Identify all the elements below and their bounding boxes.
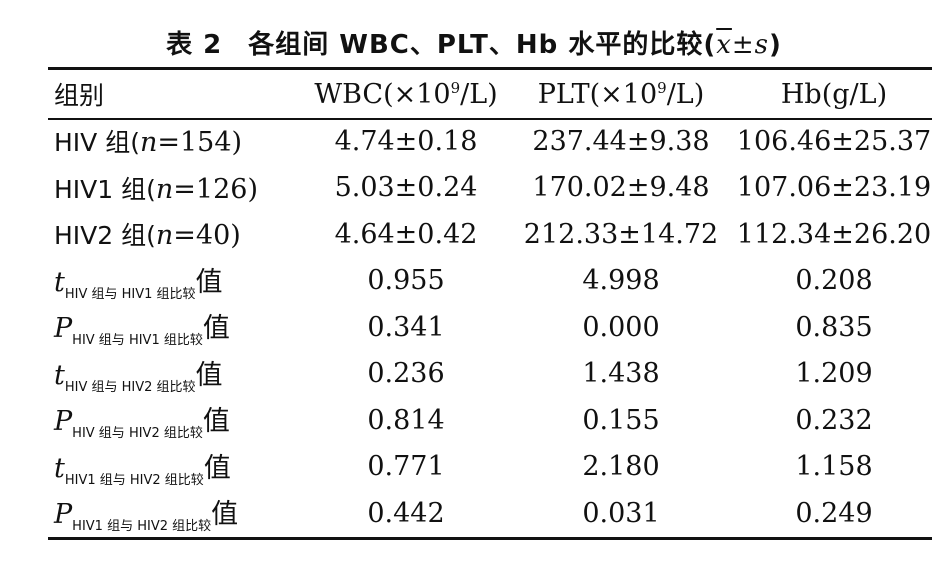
table-row: PHIV 组与 HIV1 组比较值 0.341 0.000 0.835 xyxy=(48,304,932,351)
hb-cell: 107.06±23.19 xyxy=(736,172,932,204)
wbc-cell: 0.442 xyxy=(367,497,445,529)
stat-symbol: P xyxy=(54,499,73,531)
plt-cell: 0.155 xyxy=(582,404,660,436)
stat-label-cell: tHIV 组与 HIV1 组比较值 xyxy=(48,258,306,305)
stat-symbol: P xyxy=(54,313,73,345)
header-wbc-label: WBC(×10 xyxy=(314,78,451,110)
wbc-cell: 0.341 xyxy=(367,311,445,343)
table-row: HIV 组(n=154) 4.74±0.18 237.44±9.38 106.46±2… xyxy=(48,118,932,165)
caption-close: ) xyxy=(769,30,782,60)
plt-cell: 237.44±9.38 xyxy=(532,125,710,157)
header-hb: Hb(g/L) xyxy=(780,78,888,110)
stat-subscript: HIV1 组与 HIV2 组比较 xyxy=(72,519,212,535)
wbc-cell: 0.814 xyxy=(367,404,445,436)
header-wbc-exponent: 9 xyxy=(450,78,461,97)
stat-suffix: 值 xyxy=(195,359,223,391)
sample-size-value: =126) xyxy=(173,173,258,205)
stat-symbol: t xyxy=(54,452,65,484)
plt-cell: 2.180 xyxy=(582,451,660,483)
group-name: HIV2 组( xyxy=(54,221,156,251)
stat-suffix: 值 xyxy=(211,499,239,531)
stat-symbol: t xyxy=(54,359,65,391)
plt-cell: 4.998 xyxy=(582,265,660,297)
table-row: HIV2 组(n=40) 4.64±0.42 212.33±14.72 112.34±… xyxy=(48,211,932,258)
stat-label-cell: tHIV1 组与 HIV2 组比较值 xyxy=(48,444,306,491)
stat-symbol: t xyxy=(54,266,65,298)
stat-subscript: HIV 组与 HIV2 组比较 xyxy=(72,426,203,442)
header-plt-exponent: 9 xyxy=(657,78,667,97)
wbc-cell: 0.771 xyxy=(367,451,445,483)
sample-size-symbol: n xyxy=(139,127,158,159)
plt-cell: 1.438 xyxy=(582,358,660,390)
hb-cell: 0.232 xyxy=(795,404,873,436)
table-title: 各组间 WBC、PLT、Hb 水平的比较( xyxy=(248,30,717,60)
wbc-cell: 4.74±0.18 xyxy=(334,125,478,157)
plt-cell: 0.000 xyxy=(582,311,660,343)
table-row: PHIV1 组与 HIV2 组比较值 0.442 0.031 0.249 xyxy=(48,490,932,537)
table-row: HIV1 组(n=126) 5.03±0.24 170.02±9.48 107.06±… xyxy=(48,165,932,212)
table-row: tHIV 组与 HIV2 组比较值 0.236 1.438 1.209 xyxy=(48,351,932,398)
plt-cell: 0.031 xyxy=(582,497,660,529)
plt-cell: 170.02±9.48 xyxy=(532,172,710,204)
hb-cell: 1.209 xyxy=(795,358,873,390)
sample-size-value: =40) xyxy=(173,220,241,252)
hb-cell: 0.835 xyxy=(795,311,873,343)
hb-cell: 112.34±26.20 xyxy=(736,218,932,250)
comparison-table: 组别 WBC(×109/L) PLT(×109/L) Hb(g/L) HIV 组… xyxy=(48,70,932,537)
sample-size-value: =154) xyxy=(157,127,243,159)
plt-cell: 212.33±14.72 xyxy=(523,218,719,250)
mean-symbol: x xyxy=(716,30,732,60)
stat-label-cell: PHIV1 组与 HIV2 组比较值 xyxy=(48,490,306,537)
stat-subscript: HIV 组与 HIV1 组比较 xyxy=(72,333,203,349)
stat-subscript: HIV 组与 HIV1 组比较 xyxy=(64,286,196,302)
stat-suffix: 值 xyxy=(202,406,230,438)
sd-symbol: ±s xyxy=(731,30,770,60)
header-wbc-unit: /L) xyxy=(460,78,498,110)
stat-subscript: HIV1 组与 HIV2 组比较 xyxy=(64,472,204,488)
table-row: tHIV 组与 HIV1 组比较值 0.955 4.998 0.208 xyxy=(48,258,932,305)
group-name-cell: HIV 组(n=154) xyxy=(48,118,306,165)
header-group: 组别 xyxy=(54,81,105,110)
hb-cell: 0.249 xyxy=(795,497,873,529)
group-name-cell: HIV1 组(n=126) xyxy=(48,165,306,212)
stat-suffix: 值 xyxy=(195,266,223,298)
stat-notation: x±s xyxy=(716,30,769,60)
table-row: tHIV1 组与 HIV2 组比较值 0.771 2.180 1.158 xyxy=(48,444,932,491)
sample-size-symbol: n xyxy=(155,173,174,205)
hb-cell: 106.46±25.37 xyxy=(736,125,932,157)
top-rule xyxy=(48,67,932,70)
stat-suffix: 值 xyxy=(202,313,230,345)
group-name: HIV 组( xyxy=(54,128,140,158)
header-plt-label: PLT(×10 xyxy=(537,78,658,110)
header-row: 组别 WBC(×109/L) PLT(×109/L) Hb(g/L) xyxy=(48,70,932,118)
group-name: HIV1 组( xyxy=(54,174,156,204)
header-wbc: WBC(×109/L) xyxy=(306,70,506,118)
hb-cell: 0.208 xyxy=(795,265,873,297)
stat-label-cell: tHIV 组与 HIV2 组比较值 xyxy=(48,351,306,398)
table-row: PHIV 组与 HIV2 组比较值 0.814 0.155 0.232 xyxy=(48,397,932,444)
table-caption: 表 2 各组间 WBC、PLT、Hb 水平的比较(x±s) xyxy=(0,24,948,61)
stat-label-cell: PHIV 组与 HIV1 组比较值 xyxy=(48,304,306,351)
table-number: 表 2 xyxy=(166,30,223,60)
group-name-cell: HIV2 组(n=40) xyxy=(48,211,306,258)
wbc-cell: 0.955 xyxy=(367,265,445,297)
header-rule xyxy=(48,118,932,120)
stat-subscript: HIV 组与 HIV2 组比较 xyxy=(64,379,196,395)
header-plt: PLT(×109/L) xyxy=(506,70,736,118)
wbc-cell: 4.64±0.42 xyxy=(334,218,478,250)
wbc-cell: 0.236 xyxy=(367,358,445,390)
stat-symbol: P xyxy=(54,406,73,438)
hb-cell: 1.158 xyxy=(795,451,873,483)
table-body: HIV 组(n=154) 4.74±0.18 237.44±9.38 106.46±2… xyxy=(48,118,932,537)
wbc-cell: 5.03±0.24 xyxy=(334,172,478,204)
bottom-rule xyxy=(48,537,932,540)
header-plt-unit: /L) xyxy=(666,78,705,110)
stat-suffix: 值 xyxy=(203,452,231,484)
stat-label-cell: PHIV 组与 HIV2 组比较值 xyxy=(48,397,306,444)
sample-size-symbol: n xyxy=(155,220,174,252)
